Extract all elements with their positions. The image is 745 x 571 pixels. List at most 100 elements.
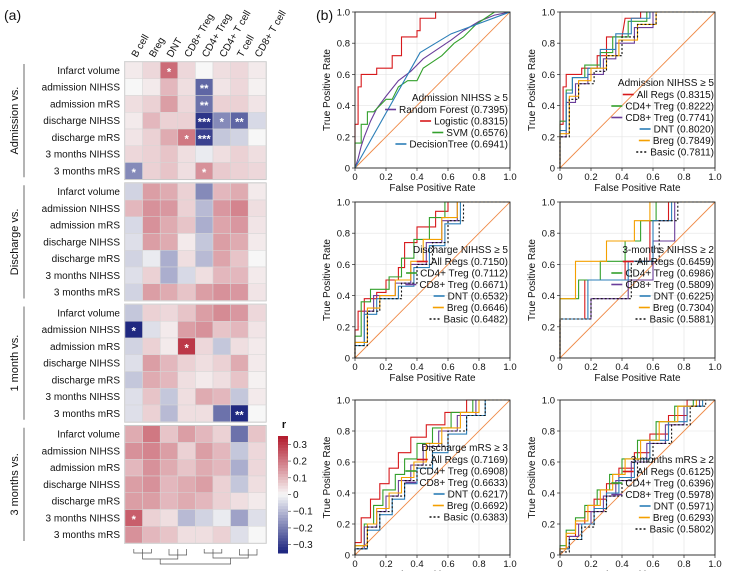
heatmap-cell: [159, 475, 179, 493]
legend-entry-label: DNT (0.6225): [654, 292, 714, 303]
heatmap-cell: [212, 425, 231, 443]
x-tick-label: 0: [557, 362, 562, 373]
heatmap-row-label: admission NIHSS: [42, 446, 121, 457]
heatmap-cell: [159, 321, 179, 339]
y-tick-label: 0.8: [542, 39, 555, 50]
heatmap-cell: [230, 283, 249, 301]
heatmap-cell: [230, 216, 249, 234]
heatmap-cell: [212, 199, 231, 217]
heatmap-cell: [124, 337, 143, 355]
heatmap-cell: [159, 354, 179, 372]
legend-entry-label: All Regs (0.7150): [431, 257, 508, 268]
y-tick-label: 0.6: [542, 458, 555, 469]
heatmap-group-frame: [124, 424, 267, 544]
y-tick-label: 0: [550, 354, 555, 365]
x-tick-label: 1.0: [503, 559, 516, 570]
colorbar-gradient-step: [278, 517, 288, 522]
heatmap-cell: [247, 492, 267, 510]
colorbar-tick-label: 0.1: [293, 473, 307, 484]
heatmap-cell: [177, 354, 196, 372]
y-tick-label: 0.2: [337, 132, 350, 143]
heatmap-cell: [124, 492, 143, 510]
heatmap-cell: [230, 388, 249, 406]
heatmap-cell: [142, 526, 161, 544]
heatmap-cell: [124, 95, 143, 113]
heatmap-cell: [124, 61, 143, 79]
heatmap-cell: [230, 78, 249, 96]
significance-marker: *: [132, 167, 137, 179]
heatmap-cell: [212, 250, 231, 268]
y-tick-label: 1.0: [542, 8, 555, 19]
x-tick-label: 0.6: [646, 172, 659, 183]
legend-entry-label: SVM (0.6576): [446, 128, 508, 139]
heatmap-cell: [212, 404, 231, 422]
heatmap-cell: [195, 304, 214, 322]
heatmap-cell: [142, 128, 161, 146]
heatmap-cell: [159, 492, 179, 510]
heatmap-cell: [124, 304, 143, 322]
heatmap-cell: [195, 371, 214, 389]
heatmap-cell: [177, 95, 196, 113]
roc-panel-1: 00 0.2 0.2 0.4 0.4 0.6 0.6 0.8 0.8 1.0 1.0 False Po…: [322, 8, 517, 195]
x-tick-label: 0.2: [584, 362, 597, 373]
heatmap-row-label: discharge mRS: [52, 497, 121, 508]
heatmap-cell: [212, 145, 231, 163]
heatmap-cell: [159, 388, 179, 406]
heatmap-row-label: admission mRS: [50, 99, 120, 110]
heatmap-cell: [142, 283, 161, 301]
colorbar-gradient-step: [278, 436, 288, 440]
colorbar-gradient-step: [278, 538, 288, 542]
heatmap-cell: [177, 216, 196, 234]
heatmap-cell: [124, 425, 143, 443]
roc-curve-series: [354, 399, 510, 555]
y-tick-label: 0.8: [337, 229, 350, 240]
significance-marker: **: [200, 100, 209, 112]
legend-entry-label: Logistic (0.8315): [434, 117, 508, 128]
significance-marker: *: [132, 326, 137, 338]
heatmap-cell: [247, 337, 267, 355]
colorbar-gradient-step: [278, 471, 288, 475]
heatmap-row-label: 3 months NIHSS: [46, 150, 121, 161]
x-tick-label: 0.6: [646, 559, 659, 570]
heatmap-cell: [247, 283, 267, 301]
colorbar-gradient-step: [278, 500, 288, 504]
heatmap-cell: [142, 250, 161, 268]
heatmap-row-label: discharge mRS: [52, 133, 121, 144]
colorbar-gradient-step: [278, 529, 288, 534]
heatmap-cell: [247, 145, 267, 163]
heatmap-cell: [177, 250, 196, 268]
y-axis-label: True Positive Rate: [527, 436, 538, 518]
x-tick-label: 0.6: [441, 362, 454, 373]
heatmap-cell: [230, 371, 249, 389]
colorbar-gradient-step: [278, 459, 288, 463]
heatmap-cell: [247, 128, 267, 146]
heatmap-cell: [142, 216, 161, 234]
legend-entry-label: Breg (0.7849): [653, 136, 714, 147]
panel-label-b: (b): [316, 7, 333, 23]
colorbar-gradient-step: [278, 462, 288, 466]
heatmap-cell: [247, 61, 267, 79]
heatmap-cell: [230, 162, 249, 180]
heatmap-row-label: admission mRS: [50, 342, 120, 353]
heatmap-cell: [212, 233, 231, 251]
heatmap-cell: [247, 388, 267, 406]
heatmap-cell: [124, 354, 143, 372]
colorbar-gradient-step: [278, 491, 288, 495]
y-tick-label: 0: [345, 551, 350, 562]
chance-diagonal: [354, 399, 511, 556]
colorbar-gradient-step: [278, 450, 288, 455]
roc-curve-series: [354, 201, 510, 358]
x-tick-label: 0.8: [677, 172, 690, 183]
legend-entry-label: DNT (0.5971): [654, 502, 714, 513]
y-axis-label: True Positive Rate: [527, 49, 538, 131]
heatmap-cell: [159, 404, 179, 422]
legend-entry-label: DNT (0.6217): [448, 490, 508, 501]
chance-diagonal: [354, 11, 511, 169]
colorbar-gradient-step: [278, 474, 288, 478]
colorbar-tick-label: 0: [293, 490, 299, 501]
y-axis-label: True Positive Rate: [322, 239, 333, 321]
